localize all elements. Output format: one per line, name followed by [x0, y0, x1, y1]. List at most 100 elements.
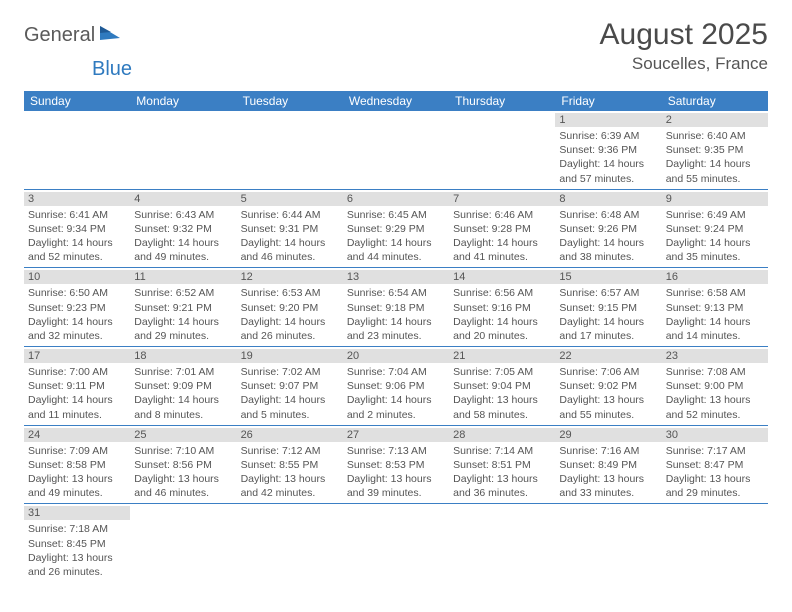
day-info-line: Daylight: 13 hours	[347, 472, 445, 486]
day-info-line: Sunrise: 6:45 AM	[347, 208, 445, 222]
day-info-line: Sunset: 9:32 PM	[134, 222, 232, 236]
day-number: 26	[237, 428, 343, 442]
day-info-line: Sunset: 9:16 PM	[453, 301, 551, 315]
day-info-line: Daylight: 14 hours	[241, 236, 339, 250]
day-info-line: Daylight: 14 hours	[559, 315, 657, 329]
day-cell: 27 Sunrise: 7:13 AMSunset: 8:53 PMDayligh…	[343, 426, 449, 504]
day-info: Sunrise: 6:54 AMSunset: 9:18 PMDaylight:…	[347, 286, 445, 343]
day-info-line: Daylight: 13 hours	[28, 472, 126, 486]
day-number: 24	[24, 428, 130, 442]
day-info: Sunrise: 6:39 AMSunset: 9:36 PMDaylight:…	[559, 129, 657, 186]
day-cell: 17Sunrise: 7:00 AMSunset: 9:11 PMDayligh…	[24, 347, 130, 425]
day-header: Tuesday	[237, 91, 343, 111]
day-number: 11	[130, 270, 236, 284]
day-cell: 10Sunrise: 6:50 AMSunset: 9:23 PMDayligh…	[24, 268, 130, 346]
day-info-line: Sunset: 9:26 PM	[559, 222, 657, 236]
day-info-line: Sunset: 9:36 PM	[559, 143, 657, 157]
day-info-line: Sunrise: 6:56 AM	[453, 286, 551, 300]
day-number: 12	[237, 270, 343, 284]
day-cell: 30Sunrise: 7:17 AMSunset: 8:47 PMDayligh…	[662, 426, 768, 504]
week-row: 24Sunrise: 7:09 AMSunset: 8:58 PMDayligh…	[24, 426, 768, 505]
day-info-line: and 17 minutes.	[559, 329, 657, 343]
day-info-line: Sunrise: 6:43 AM	[134, 208, 232, 222]
day-info-line: Sunset: 9:09 PM	[134, 379, 232, 393]
day-cell: 1Sunrise: 6:39 AMSunset: 9:36 PMDaylight…	[555, 111, 661, 189]
day-info-line: Daylight: 14 hours	[453, 315, 551, 329]
day-info-line: Sunrise: 7:16 AM	[559, 444, 657, 458]
day-info-line: Sunrise: 7:17 AM	[666, 444, 764, 458]
day-number: 28	[449, 428, 555, 442]
day-number: 27	[343, 428, 449, 442]
day-info-line: Sunset: 8:45 PM	[28, 537, 126, 551]
day-cell: 25Sunrise: 7:10 AMSunset: 8:56 PMDayligh…	[130, 426, 236, 504]
day-info: Sunrise: 6:41 AMSunset: 9:34 PMDaylight:…	[28, 208, 126, 265]
day-info-line: Sunrise: 6:52 AM	[134, 286, 232, 300]
day-info: Sunrise: 6:52 AMSunset: 9:21 PMDaylight:…	[134, 286, 232, 343]
day-cell: 7Sunrise: 6:46 AMSunset: 9:28 PMDaylight…	[449, 190, 555, 268]
day-cell: 19Sunrise: 7:02 AMSunset: 9:07 PMDayligh…	[237, 347, 343, 425]
day-cell: 15Sunrise: 6:57 AMSunset: 9:15 PMDayligh…	[555, 268, 661, 346]
title-block: August 2025 Soucelles, France	[600, 18, 768, 74]
day-info: Sunrise: 7:06 AMSunset: 9:02 PMDaylight:…	[559, 365, 657, 422]
empty-cell	[237, 504, 343, 582]
day-header-row: SundayMondayTuesdayWednesdayThursdayFrid…	[24, 91, 768, 111]
day-info-line: Daylight: 13 hours	[666, 393, 764, 407]
day-info-line: Sunrise: 7:08 AM	[666, 365, 764, 379]
day-info-line: Daylight: 13 hours	[28, 551, 126, 565]
day-info-line: and 55 minutes.	[559, 408, 657, 422]
empty-cell	[343, 111, 449, 189]
empty-cell	[449, 111, 555, 189]
day-info-line: and 44 minutes.	[347, 250, 445, 264]
day-info-line: Daylight: 13 hours	[453, 393, 551, 407]
day-info-line: Daylight: 14 hours	[347, 315, 445, 329]
day-info-line: Daylight: 13 hours	[666, 472, 764, 486]
day-header: Saturday	[662, 91, 768, 111]
day-info-line: Sunrise: 7:06 AM	[559, 365, 657, 379]
day-info: Sunrise: 6:44 AMSunset: 9:31 PMDaylight:…	[241, 208, 339, 265]
day-info-line: and 55 minutes.	[666, 172, 764, 186]
day-info-line: and 58 minutes.	[453, 408, 551, 422]
day-info-line: Sunrise: 7:02 AM	[241, 365, 339, 379]
day-info: Sunrise: 7:16 AMSunset: 8:49 PMDaylight:…	[559, 444, 657, 501]
week-row: 3Sunrise: 6:41 AMSunset: 9:34 PMDaylight…	[24, 190, 768, 269]
day-info: Sunrise: 7:05 AMSunset: 9:04 PMDaylight:…	[453, 365, 551, 422]
day-info-line: and 38 minutes.	[559, 250, 657, 264]
day-info-line: Sunrise: 6:46 AM	[453, 208, 551, 222]
day-cell: 24Sunrise: 7:09 AMSunset: 8:58 PMDayligh…	[24, 426, 130, 504]
day-info: Sunrise: 7:00 AMSunset: 9:11 PMDaylight:…	[28, 365, 126, 422]
logo-flag-icon	[99, 25, 121, 46]
day-info-line: and 29 minutes.	[134, 329, 232, 343]
day-info-line: Daylight: 14 hours	[559, 236, 657, 250]
day-cell: 21Sunrise: 7:05 AMSunset: 9:04 PMDayligh…	[449, 347, 555, 425]
day-cell: 23Sunrise: 7:08 AMSunset: 9:00 PMDayligh…	[662, 347, 768, 425]
day-info-line: and 41 minutes.	[453, 250, 551, 264]
day-info-line: Sunrise: 6:57 AM	[559, 286, 657, 300]
day-info-line: and 46 minutes.	[134, 486, 232, 500]
day-info-line: Sunrise: 7:13 AM	[347, 444, 445, 458]
day-header: Wednesday	[343, 91, 449, 111]
day-header: Sunday	[24, 91, 130, 111]
day-info-line: Sunrise: 7:05 AM	[453, 365, 551, 379]
day-info-line: Sunset: 8:47 PM	[666, 458, 764, 472]
day-info-line: Sunset: 9:24 PM	[666, 222, 764, 236]
day-info-line: Sunset: 9:23 PM	[28, 301, 126, 315]
day-info-line: Sunset: 8:56 PM	[134, 458, 232, 472]
day-info-line: Sunset: 9:02 PM	[559, 379, 657, 393]
empty-cell	[343, 504, 449, 582]
empty-cell	[449, 504, 555, 582]
day-info: Sunrise: 7:13 AMSunset: 8:53 PMDaylight:…	[347, 444, 445, 501]
logo-text-general: General	[24, 24, 95, 47]
week-row: 31Sunrise: 7:18 AMSunset: 8:45 PMDayligh…	[24, 504, 768, 582]
day-number: 9	[662, 192, 768, 206]
day-number: 14	[449, 270, 555, 284]
day-cell: 18Sunrise: 7:01 AMSunset: 9:09 PMDayligh…	[130, 347, 236, 425]
day-info-line: and 26 minutes.	[241, 329, 339, 343]
logo-text-blue: Blue	[92, 58, 132, 81]
empty-cell	[130, 504, 236, 582]
day-cell: 28Sunrise: 7:14 AMSunset: 8:51 PMDayligh…	[449, 426, 555, 504]
day-info-line: Sunset: 8:49 PM	[559, 458, 657, 472]
day-info-line: Sunset: 8:58 PM	[28, 458, 126, 472]
day-info: Sunrise: 6:48 AMSunset: 9:26 PMDaylight:…	[559, 208, 657, 265]
day-cell: 20Sunrise: 7:04 AMSunset: 9:06 PMDayligh…	[343, 347, 449, 425]
day-info-line: Sunrise: 6:53 AM	[241, 286, 339, 300]
